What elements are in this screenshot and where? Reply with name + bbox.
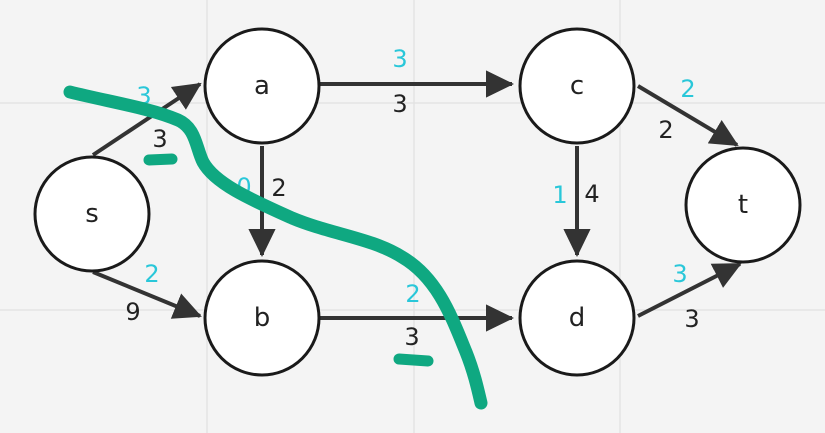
flow-s-b: 2 [144, 260, 159, 288]
node-s[interactable]: s [33, 155, 151, 273]
node-d-label: d [569, 303, 586, 333]
saturated-edge-mark-s-a [143, 153, 178, 166]
node-d[interactable]: d [518, 259, 636, 377]
capacity-c-d: 4 [584, 180, 599, 208]
capacity-labels: 3 9 3 2 3 4 2 3 [125, 90, 699, 351]
node-b[interactable]: b [203, 259, 321, 377]
flow-c-t: 2 [680, 75, 695, 103]
capacity-d-t: 3 [684, 305, 699, 333]
flow-b-d: 2 [405, 280, 420, 308]
node-c[interactable]: c [518, 27, 636, 145]
node-a[interactable]: a [203, 27, 321, 145]
flow-c-d: 1 [552, 181, 567, 209]
node-b-label: b [254, 303, 271, 333]
node-a-label: a [254, 71, 270, 101]
capacity-s-b: 9 [125, 298, 140, 326]
cut-line [63, 85, 488, 410]
flow-a-c: 3 [392, 45, 407, 73]
capacity-s-a: 3 [152, 125, 167, 153]
node-t-label: t [738, 190, 748, 220]
node-c-label: c [570, 71, 584, 101]
capacity-a-c: 3 [392, 90, 407, 118]
capacity-c-t: 2 [658, 116, 673, 144]
cut-annotation [63, 85, 488, 410]
capacity-a-b: 2 [271, 174, 286, 202]
node-t[interactable]: t [684, 146, 802, 264]
node-s-label: s [85, 199, 99, 229]
capacity-b-d: 3 [404, 323, 419, 351]
flow-d-t: 3 [672, 260, 687, 288]
edge-s-a [91, 82, 202, 157]
edge-c-t [636, 84, 739, 147]
edge-s-b [92, 270, 202, 319]
edge-d-t [637, 262, 742, 318]
saturated-edge-mark-b-d [393, 353, 434, 367]
